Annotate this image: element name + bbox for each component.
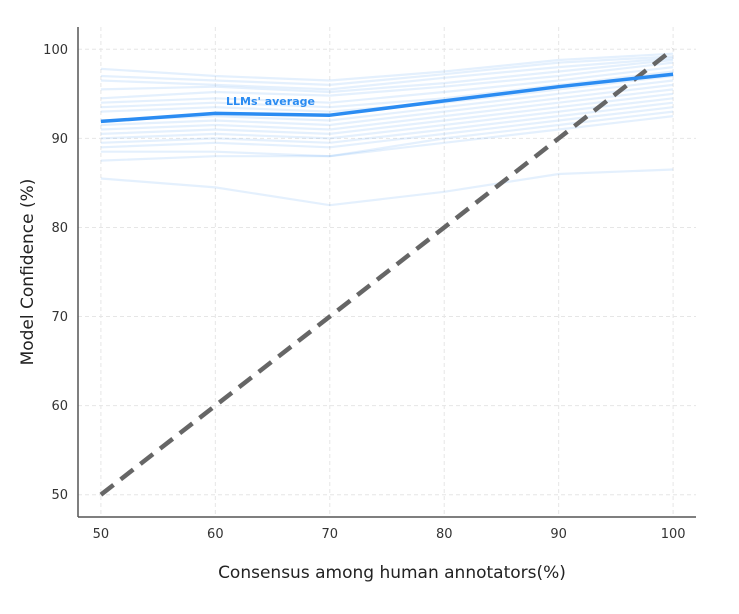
y-tick-label: 60	[51, 399, 68, 414]
y-tick-label: 70	[51, 310, 68, 325]
reference-line	[99, 47, 675, 497]
model-line	[100, 101, 674, 144]
x-axis-label: Consensus among human annotators(%)	[218, 563, 566, 583]
y-tick-labels: 50 60 70 80 90 100	[43, 43, 68, 503]
x-tick-label: 70	[322, 527, 339, 542]
grid	[78, 27, 696, 517]
model-line	[100, 61, 674, 100]
model-line	[100, 57, 674, 91]
y-axis-label: Model Confidence (%)	[18, 179, 38, 366]
model-line	[100, 55, 674, 87]
x-tick-label: 80	[436, 527, 453, 542]
model-line	[100, 79, 674, 122]
x-tick-label: 60	[207, 527, 224, 542]
x-tick-label: 100	[661, 527, 686, 542]
y-tick-label: 100	[43, 43, 68, 58]
model-line	[100, 66, 674, 104]
model-line	[100, 92, 674, 136]
reference-diagonal	[99, 47, 675, 497]
model-line	[100, 52, 674, 82]
model-line	[100, 88, 674, 131]
model-line	[100, 106, 674, 149]
y-tick-label: 50	[51, 488, 68, 503]
model-line	[100, 70, 674, 109]
x-tick-labels: 50 60 70 80 90 100	[93, 527, 686, 542]
average-series	[100, 72, 674, 124]
model-line	[100, 115, 674, 162]
model-line	[100, 168, 674, 207]
y-tick-label: 90	[51, 132, 68, 147]
x-tick-label: 50	[93, 527, 110, 542]
average-line	[100, 72, 674, 124]
model-line	[100, 58, 674, 94]
model-line	[100, 83, 674, 127]
individual-model-lines	[100, 52, 674, 207]
average-line-label: LLMs' average	[226, 95, 315, 108]
x-tick-label: 90	[550, 527, 567, 542]
y-tick-label: 80	[51, 221, 68, 236]
axes	[77, 27, 696, 518]
model-line	[100, 97, 674, 140]
